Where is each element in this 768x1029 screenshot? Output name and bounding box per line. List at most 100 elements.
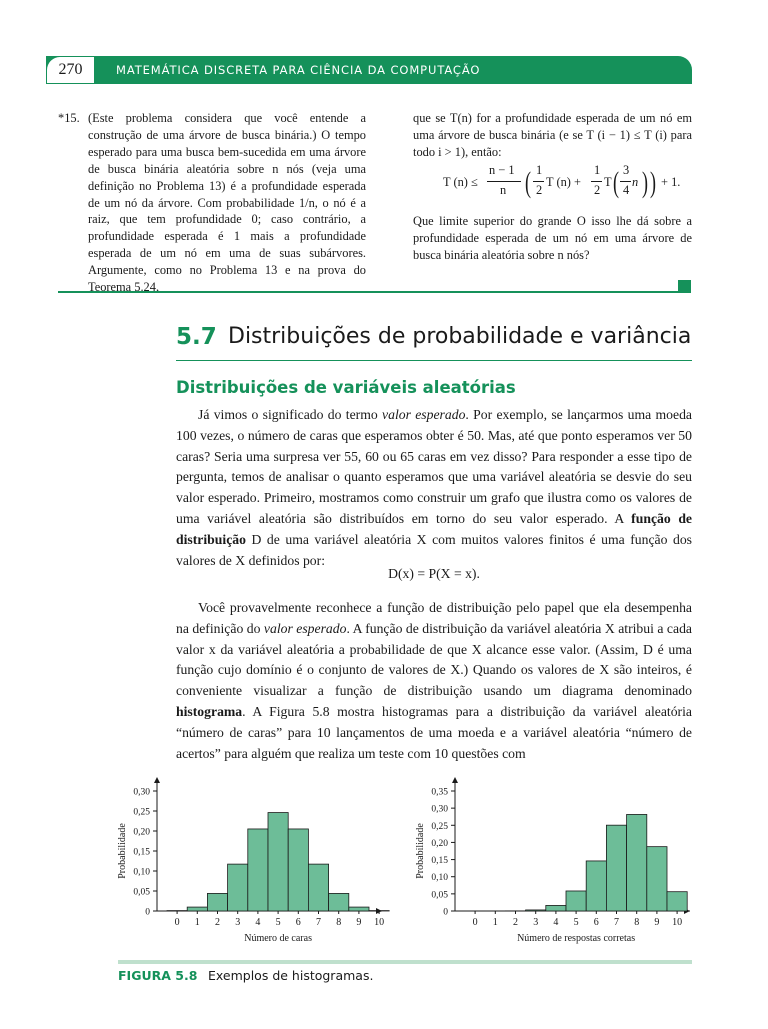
histogram-bar [585, 860, 607, 912]
x-tick-label: 8 [634, 917, 639, 928]
x-tick-label: 9 [356, 917, 361, 928]
y-tick-label: 0 [443, 908, 448, 918]
p1-text-b: . Por exemplo, se lançarmos uma moeda 10… [176, 407, 692, 526]
x-tick-label: 2 [513, 917, 518, 928]
formula-term2: T [604, 175, 612, 189]
histogram-bar [186, 906, 208, 912]
y-tick-label: 0,05 [431, 890, 448, 900]
p2-term-bold: histograma [176, 703, 243, 719]
p1-text-c: D de uma variável aleatória X com muitos… [176, 531, 692, 568]
histogram-bar [525, 909, 547, 912]
x-tick-label: 8 [336, 917, 341, 928]
x-tick-label: 5 [574, 917, 579, 928]
x-tick-label: 10 [672, 917, 682, 928]
section-rule [176, 360, 692, 361]
y-axis-label: Probabilidade [415, 823, 426, 879]
formula-var-n: n [632, 175, 639, 189]
histogram-bar [348, 906, 370, 912]
x-axis-label: Número de respostas corretas [517, 933, 635, 944]
running-header-bar [46, 56, 692, 84]
y-tick-label: 0,05 [133, 888, 150, 898]
section-number: 5.7 [176, 324, 217, 350]
y-tick-label: 0 [145, 908, 150, 918]
x-tick-label: 6 [594, 917, 599, 928]
y-tick-label: 0,25 [431, 822, 448, 832]
problem-right-column-question: Que limite superior do grande O isso lhe… [413, 213, 692, 264]
formula-half-den: 2 [536, 183, 543, 197]
histogram-bar [227, 863, 249, 912]
section-title: Distribuições de probabilidade e variânc… [228, 324, 692, 349]
y-tick-label: 0,30 [431, 805, 448, 815]
formula-frac3-den: 4 [623, 183, 630, 197]
x-tick-label: 0 [473, 917, 478, 928]
histogram-correct-answers: 0 0,05 0,10 0,15 0,20 0,25 0,30 0,35 0 1 2 3 4 5 6 7 8 9 1… [410, 776, 700, 951]
p2-text-b: . A função de distribuição da variável a… [176, 620, 692, 699]
paragraph-2: Você provavelmente reconhece a função de… [176, 598, 692, 764]
histogram-correct-answers-svg: 0 0,05 0,10 0,15 0,20 0,25 0,30 0,35 0 1 2 3 4 5 6 7 8 9 1… [415, 777, 690, 944]
x-tick-label: 1 [493, 917, 498, 928]
formula-frac1-den: n [500, 183, 507, 197]
problems-end-marker [678, 280, 691, 293]
p1-term-bold: função de distribuição [176, 510, 693, 547]
x-tick-label: 7 [316, 917, 321, 928]
recurrence-formula: T (n) ≤ n − 1 n ( 1 2 T (n) + 1 2 T ( 3 … [443, 157, 680, 215]
p2-text-a: Você provavelmente reconhece a função de… [176, 600, 692, 636]
problem-text-right-question: Que limite superior do grande O isso lhe… [413, 214, 692, 262]
problem-right-column-intro: que se T(n) for a profundidade esperada … [413, 110, 692, 161]
x-tick-label: 6 [296, 917, 301, 928]
histogram-bar [626, 814, 648, 912]
formula-paren-close: ) [650, 166, 656, 199]
y-axis-arrow [154, 777, 160, 783]
histogram-bar [328, 893, 350, 912]
x-tick-label: 4 [255, 917, 260, 928]
figure-label: FIGURA 5.8 [118, 968, 198, 983]
book-title: MATEMÁTICA DISCRETA PARA CIÊNCIA DA COMP… [116, 63, 481, 77]
formula-half2-bar [591, 181, 602, 182]
formula-paren-inner-open: ( [613, 166, 619, 199]
page-number: 270 [46, 56, 94, 84]
histogram-bar [307, 863, 329, 912]
formula-frac1-bar [487, 181, 521, 182]
x-tick-label: 2 [215, 917, 220, 928]
y-tick-label: 0,35 [431, 788, 448, 798]
p1-emphasis: valor esperado [382, 407, 466, 422]
x-tick-label: 4 [553, 917, 558, 928]
p2-emphasis: valor esperado [263, 620, 347, 636]
x-tick-label: 9 [654, 917, 659, 928]
y-tick-label: 0,20 [431, 839, 448, 849]
x-tick-label: 0 [175, 917, 180, 928]
formula-half-num: 1 [536, 163, 543, 177]
figure-caption: Exemplos de histogramas. [208, 968, 374, 983]
x-tick-label: 3 [235, 917, 240, 928]
y-tick-label: 0,25 [133, 808, 150, 818]
formula-frac3-bar [620, 181, 631, 182]
histogram-bar [605, 824, 627, 912]
y-tick-label: 0,10 [133, 868, 150, 878]
x-tick-label: 1 [195, 917, 200, 928]
problem-number: *15. [58, 111, 80, 125]
histogram-bar [267, 812, 289, 912]
histogram-heads-svg: 0 0,05 0,10 0,15 0,20 0,25 0,30 0 1 2 3 4 5 6 7 8 9 10 Núm… [117, 777, 390, 944]
y-tick-label: 0,10 [431, 873, 448, 883]
formula-frac3-num: 3 [623, 163, 630, 177]
subsection-title: Distribuições de variáveis aleatórias [176, 378, 516, 397]
y-axis-arrow [452, 777, 458, 783]
histogram-heads: 0 0,05 0,10 0,15 0,20 0,25 0,30 0 1 2 3 4 5 6 7 8 9 10 Núm… [112, 776, 392, 951]
formula-paren-open: ( [525, 166, 531, 199]
distribution-equation: D(x) = P(X = x). [388, 566, 480, 581]
formula-term1: T (n) + [546, 175, 581, 189]
y-tick-label: 0,30 [133, 788, 150, 798]
problem-text-left: (Este problema considera que você entend… [88, 111, 366, 295]
formula-paren-inner-close: ) [642, 166, 648, 199]
p1-text-a: Já vimos o significado do termo [198, 407, 383, 422]
problem-text-right-intro: que se T(n) for a profundidade esperada … [413, 111, 692, 159]
x-tick-label: 10 [374, 917, 384, 928]
formula-half-bar [533, 181, 544, 182]
caption-rule [118, 960, 692, 964]
x-tick-label: 3 [533, 917, 538, 928]
problem-left-column: *15. (Este problema considera que você e… [58, 110, 366, 296]
formula-half2-num: 1 [594, 163, 601, 177]
formula-half2-den: 2 [594, 183, 601, 197]
y-tick-label: 0,15 [133, 848, 150, 858]
formula-tail: + 1. [661, 175, 681, 189]
